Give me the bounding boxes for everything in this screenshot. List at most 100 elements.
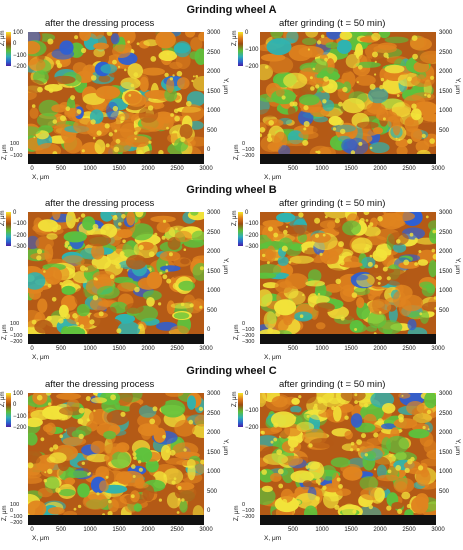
y-axis-tick: 2500 xyxy=(439,229,453,236)
y-axis-tick: 1500 xyxy=(439,268,453,275)
colorbar-tick: −100 xyxy=(245,221,259,228)
panel-1-left: after the dressing process 0 −100 −200 −300 Z… xyxy=(0,198,231,368)
x-axis-tick: 2500 xyxy=(402,527,416,533)
x-axis-tick: 3000 xyxy=(199,346,213,352)
z-axis-tick: −100 xyxy=(10,514,23,520)
colorbar-tick: −100 xyxy=(245,408,259,414)
z-axis-tick: 100 xyxy=(10,141,20,147)
x-axis-tick: 3000 xyxy=(431,527,445,533)
colorbar-unit: Z, μm xyxy=(232,30,238,46)
x-axis-tick: 1000 xyxy=(83,527,97,533)
y-axis-tick: 3000 xyxy=(439,210,453,216)
x-axis-label: X, μm xyxy=(264,535,282,542)
colorbar-tick: −100 xyxy=(13,221,27,228)
colorbar-tick: 0 xyxy=(13,210,17,216)
x-axis-tick: 2000 xyxy=(373,166,387,172)
x-axis-tick: 2000 xyxy=(141,346,155,352)
surface-topography-0-left xyxy=(18,24,213,162)
y-axis-tick: 2000 xyxy=(439,430,453,436)
x-axis-tick: 1500 xyxy=(344,166,358,172)
panel-2-left: after the dressing process 100 0 −100 −200 Z,… xyxy=(0,379,231,549)
y-axis-tick: 500 xyxy=(439,488,450,495)
z-axis-label: Z, μm xyxy=(2,324,8,340)
y-axis-tick: 500 xyxy=(207,307,218,314)
surface-base xyxy=(260,515,436,525)
y-axis-label: Y, μm xyxy=(222,78,229,95)
y-axis-tick: 1000 xyxy=(439,108,453,114)
panel-title: after grinding (t = 50 min) xyxy=(279,379,386,390)
colorbar-tick: −100 xyxy=(245,47,259,53)
surface-topography-0-right xyxy=(250,26,444,161)
surface-wrap xyxy=(19,204,213,343)
y-axis-tick: 2000 xyxy=(439,69,453,75)
x-axis-tick: 2000 xyxy=(141,166,155,172)
z-axis-tick: 0 xyxy=(242,141,246,147)
x-axis-tick: 500 xyxy=(287,527,299,533)
colorbar-tick: 100 xyxy=(13,391,24,397)
z-axis-label: Z, μm xyxy=(2,505,8,521)
y-axis-tick: 0 xyxy=(207,327,211,333)
y-axis-tick: 1500 xyxy=(207,449,221,456)
z-axis-tick: −200 xyxy=(242,153,255,159)
y-axis-tick: 3000 xyxy=(439,30,453,36)
y-axis-tick: 1000 xyxy=(207,108,221,114)
surface-topography-1-left xyxy=(19,204,213,343)
z-axis-tick: 100 xyxy=(10,321,20,327)
x-axis-label: X, μm xyxy=(32,535,50,542)
colorbar-tick: −200 xyxy=(245,232,259,239)
colorbar-tick: 0 xyxy=(13,41,17,48)
x-axis-tick: 3000 xyxy=(431,346,445,352)
colorbar-tick: −300 xyxy=(13,244,27,250)
x-axis-tick: 1500 xyxy=(112,346,126,352)
y-axis-tick: 1000 xyxy=(439,469,453,475)
x-axis-tick: 2000 xyxy=(373,346,387,352)
y-axis-tick: 1500 xyxy=(439,88,453,95)
y-axis-label: Y, μm xyxy=(454,78,461,95)
x-axis-tick: 2000 xyxy=(141,527,155,533)
z-axis-label: Z, μm xyxy=(234,505,240,521)
colorbar-tick: −200 xyxy=(13,64,27,70)
x-axis-tick: 2500 xyxy=(170,166,184,172)
z-axis-tick: 0 xyxy=(242,502,246,508)
panel-2-right: after grinding (t = 50 min) 0 −100 −200 Z, μ… xyxy=(232,379,463,549)
z-axis-tick: −100 xyxy=(242,508,255,514)
x-axis-tick: 1500 xyxy=(344,527,358,533)
surface-base xyxy=(260,334,436,344)
colorbar-tick: −200 xyxy=(245,64,259,70)
colorbar-tick: 0 xyxy=(245,30,249,36)
surface-wrap xyxy=(252,205,446,340)
z-axis-tick: −200 xyxy=(10,520,23,526)
y-axis-tick: 500 xyxy=(207,127,218,134)
colorbar xyxy=(6,32,11,66)
x-axis-tick: 0 xyxy=(30,346,34,352)
surface-base xyxy=(28,515,204,525)
colorbar-tick: 100 xyxy=(13,30,24,36)
x-axis-tick: 2500 xyxy=(402,166,416,172)
x-axis-tick: 2500 xyxy=(170,527,184,533)
colorbar-tick: −200 xyxy=(13,232,27,239)
surface-wrap xyxy=(253,386,444,523)
x-axis-tick: 2000 xyxy=(373,527,387,533)
row-title-0: Grinding wheel A xyxy=(186,4,277,16)
x-axis-tick: 500 xyxy=(287,346,299,352)
z-axis-tick: 0 xyxy=(10,508,14,514)
panel-title: after the dressing process xyxy=(45,379,155,390)
colorbar-tick: −200 xyxy=(245,425,259,431)
y-axis-tick: 2500 xyxy=(207,49,221,56)
y-axis-tick: 2000 xyxy=(207,249,221,255)
panel-0-left: after the dressing process 100 0 −100 −200 Z,… xyxy=(0,18,231,188)
y-axis-tick: 500 xyxy=(439,307,450,314)
surface-base xyxy=(260,154,436,164)
colorbar-tick: 0 xyxy=(13,402,17,409)
colorbar xyxy=(6,212,11,246)
x-axis-tick: 500 xyxy=(287,166,299,172)
x-axis-tick: 1000 xyxy=(315,166,329,172)
z-axis-tick: −200 xyxy=(242,333,255,339)
x-axis-tick: 500 xyxy=(55,166,67,172)
z-axis-tick: −100 xyxy=(10,153,23,159)
z-axis-tick: −200 xyxy=(10,339,23,345)
colorbar-tick: 0 xyxy=(245,391,249,397)
colorbar-tick: −200 xyxy=(13,425,27,431)
surface-wrap xyxy=(15,385,214,521)
y-axis-tick: 2500 xyxy=(207,410,221,417)
